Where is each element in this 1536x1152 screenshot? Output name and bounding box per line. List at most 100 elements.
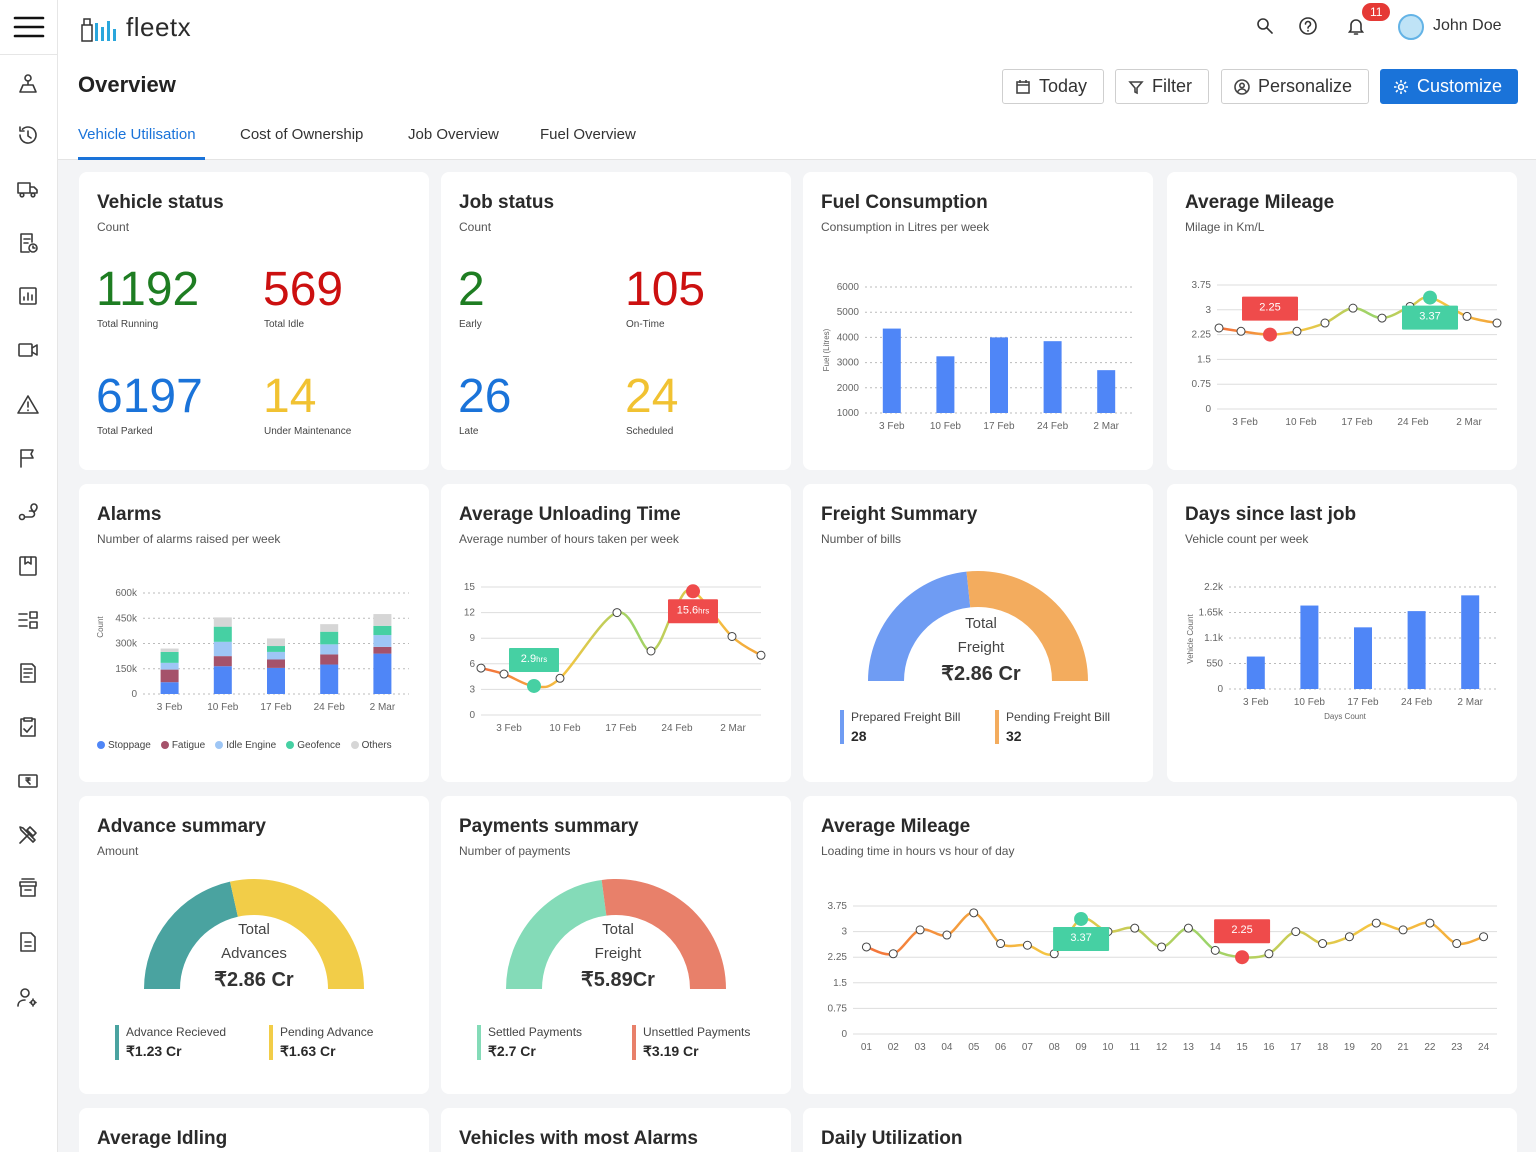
legend-item[interactable]: Idle Engine: [215, 740, 276, 751]
data-point: [1344, 932, 1354, 942]
filter-button[interactable]: Filter: [1115, 69, 1209, 104]
x-tick-label: 19: [1344, 1042, 1356, 1053]
x-tick-label: 17 Feb: [605, 723, 637, 734]
legend-item[interactable]: Others: [350, 740, 392, 751]
card-title: Vehicles with most Alarms: [459, 1128, 698, 1149]
bar-segment: [213, 666, 232, 694]
customize-button[interactable]: Customize: [1380, 69, 1518, 104]
layout-icon[interactable]: [13, 605, 43, 635]
clipboard-check-icon[interactable]: [13, 712, 43, 742]
series-line: [866, 911, 1484, 959]
stat-value: 569: [263, 263, 344, 316]
tooltip-box: [509, 647, 559, 672]
y-tick-label: 550: [1206, 659, 1223, 670]
bar-segment: [160, 669, 179, 683]
alert-icon[interactable]: [13, 390, 43, 420]
bar-segment: [213, 626, 232, 642]
daily-utilization-card: Daily Utilization: [803, 1108, 1517, 1152]
bar: [936, 356, 955, 413]
y-tick-label: 12: [464, 608, 476, 619]
sidebar: [0, 0, 58, 1152]
analytics-icon[interactable]: [13, 281, 43, 311]
x-tick-label: 20: [1371, 1042, 1383, 1053]
y-tick-label: 0: [469, 710, 475, 721]
data-point: [1291, 927, 1301, 937]
tab-fuel-overview[interactable]: Fuel Overview: [540, 126, 636, 143]
x-tick-label: 24 Feb: [1037, 421, 1069, 432]
truck-icon[interactable]: [13, 174, 43, 204]
tooltip-value: 15.6hrs: [677, 604, 710, 616]
card-subtitle: Loading time in hours vs hour of day: [821, 844, 1015, 858]
logo-text: fleetx: [126, 12, 192, 42]
legend-item[interactable]: Fatigue: [160, 740, 205, 751]
flag-icon[interactable]: [13, 443, 43, 473]
legend-item[interactable]: Stoppage: [97, 740, 151, 751]
document-list-icon[interactable]: [13, 658, 43, 688]
fleetx-logo[interactable]: fleetx: [80, 12, 191, 43]
bar-segment: [373, 635, 392, 647]
payments-legend-settled: Settled Payments ₹2.7 Cr: [477, 1025, 582, 1060]
highlight-point: [1074, 911, 1089, 926]
data-point: [1452, 939, 1462, 949]
days-since-chart: 0 550 1.1k 1.65k 2.2k 3 Feb 10 Feb 17 Feb 24 Feb…: [1186, 582, 1497, 721]
history-icon[interactable]: [13, 120, 43, 150]
bar-segment: [373, 646, 392, 654]
y-tick-label: 3.75: [828, 901, 848, 912]
x-tick-label: 3 Feb: [1243, 697, 1269, 708]
alarms-card: Alarms Number of alarms raised per week …: [79, 484, 429, 782]
card-title: Alarms: [97, 504, 162, 525]
today-button[interactable]: Today: [1002, 69, 1104, 104]
avatar[interactable]: [1398, 14, 1424, 40]
search-icon[interactable]: [1255, 16, 1277, 38]
video-icon[interactable]: [13, 335, 43, 365]
stat-label: Total Idle: [264, 319, 305, 330]
data-point: [1210, 945, 1220, 955]
y-tick-label: 6000: [837, 282, 860, 293]
tooltip-value: 2.25: [1259, 302, 1280, 314]
data-point: [499, 669, 509, 679]
tab-job-overview[interactable]: Job Overview: [408, 126, 499, 143]
tools-icon[interactable]: [13, 820, 43, 850]
user-name[interactable]: John Doe: [1433, 17, 1502, 34]
calendar-icon: [1016, 79, 1030, 94]
report-clock-icon[interactable]: [13, 228, 43, 258]
x-tick-label: 2 Mar: [1093, 421, 1119, 432]
user-settings-icon[interactable]: [13, 982, 43, 1012]
y-tick-label: 1.65k: [1199, 608, 1224, 619]
stat-label: Under Maintenance: [264, 426, 352, 437]
bar: [882, 328, 901, 413]
x-tick-label: 03: [915, 1042, 927, 1053]
y-tick-label: 2.25: [1192, 330, 1212, 341]
data-point: [1348, 303, 1358, 313]
data-point: [727, 631, 737, 641]
file-icon[interactable]: [13, 927, 43, 957]
help-icon[interactable]: [1298, 16, 1320, 38]
tab-vehicle-utilisation[interactable]: Vehicle Utilisation: [78, 126, 196, 143]
bookmark-icon[interactable]: [13, 551, 43, 581]
menu-icon[interactable]: [0, 0, 58, 55]
x-tick-label: 17 Feb: [1347, 697, 1379, 708]
rupee-bill-icon[interactable]: [13, 766, 43, 796]
stat-value: 2: [458, 263, 485, 316]
route-icon[interactable]: [13, 497, 43, 527]
bar-segment: [160, 648, 179, 652]
data-point: [1236, 326, 1246, 336]
tooltip-box: [1242, 296, 1298, 321]
tab-cost-of-ownership[interactable]: Cost of Ownership: [240, 126, 364, 143]
archive-icon[interactable]: [13, 873, 43, 903]
x-tick-label: 3 Feb: [879, 421, 905, 432]
y-tick-label: 3.75: [1192, 280, 1212, 291]
x-tick-label: 10 Feb: [1285, 417, 1317, 428]
bar: [1300, 605, 1319, 689]
data-point: [1462, 311, 1472, 321]
x-tick-label: 22: [1424, 1042, 1436, 1053]
average-unloading-chart: 0 3 6 9 12 15 3 Feb 10 Feb 17 Feb 24 Feb 2 Mar 2.9h…: [464, 582, 766, 734]
personalize-button[interactable]: Personalize: [1221, 69, 1369, 104]
map-pin-icon[interactable]: [13, 68, 43, 98]
vehicle-status-card: Vehicle status Count 1192 Total Running …: [79, 172, 429, 470]
legend-item[interactable]: Geofence: [286, 740, 341, 751]
card-title: Vehicle status: [97, 192, 224, 213]
tooltip-box: [1053, 926, 1110, 951]
bell-icon[interactable]: [1346, 16, 1368, 38]
gauge-segment: [230, 879, 364, 989]
